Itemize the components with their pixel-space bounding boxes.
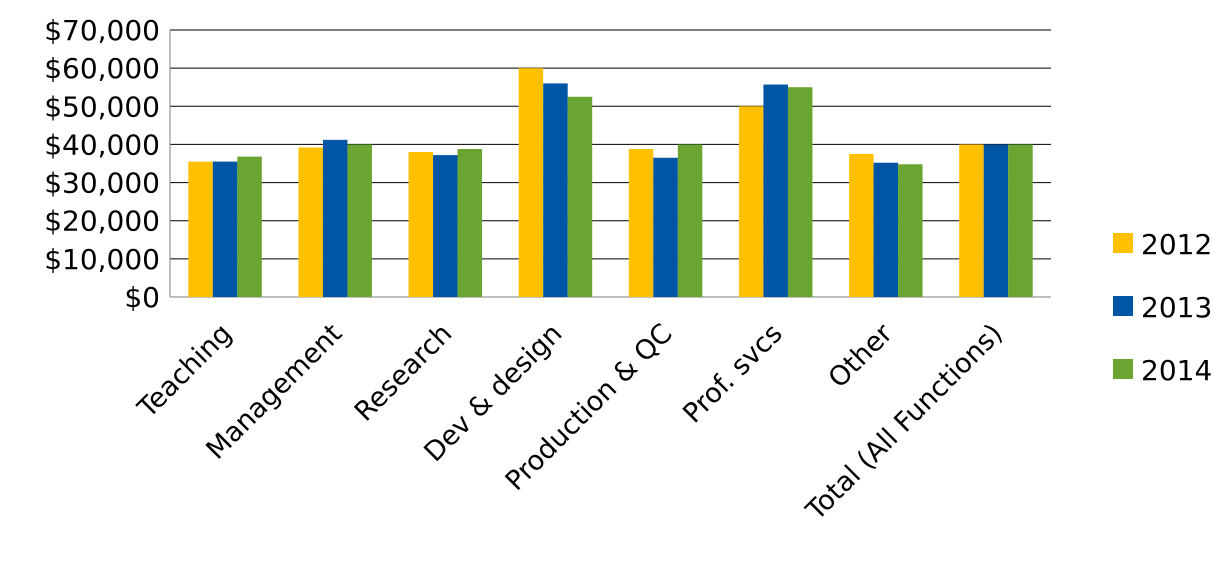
- bar: [322, 139, 348, 297]
- bar: [433, 155, 458, 297]
- bar: [787, 87, 813, 297]
- y-tick-label: $10,000: [44, 243, 160, 276]
- bar: [959, 144, 984, 297]
- legend-label: 2013: [1141, 291, 1212, 324]
- bar: [873, 162, 899, 297]
- bar: [763, 84, 788, 298]
- bar: [983, 144, 1009, 297]
- legend-swatch: [1113, 296, 1133, 316]
- y-tick-label: $0: [124, 281, 160, 314]
- bar: [347, 144, 372, 297]
- y-tick-label: $50,000: [44, 90, 160, 123]
- legend-label: 2014: [1141, 354, 1212, 387]
- y-tick-label: $40,000: [44, 128, 160, 161]
- y-tick-label: $30,000: [44, 167, 160, 200]
- x-tick-label: Teaching: [131, 318, 238, 425]
- legend-swatch: [1113, 233, 1133, 253]
- bar: [849, 153, 874, 297]
- bar: [653, 157, 678, 297]
- bar: [1008, 144, 1033, 297]
- bar: [738, 106, 764, 298]
- y-tick-label: $70,000: [44, 14, 160, 47]
- bar: [898, 164, 923, 297]
- x-tick-label: Total (All Functions): [800, 318, 1009, 527]
- bar: [298, 147, 323, 297]
- bar: [677, 144, 703, 297]
- bar: [237, 156, 262, 297]
- bar: [543, 83, 568, 298]
- y-tick-label: $60,000: [44, 52, 160, 85]
- bar: [212, 161, 238, 297]
- bar: [628, 149, 654, 297]
- y-tick-label: $20,000: [44, 205, 160, 238]
- bar: [188, 161, 213, 297]
- legend-swatch: [1113, 359, 1133, 379]
- bar: [567, 96, 593, 297]
- x-tick-label: Prof. svcs: [677, 318, 788, 429]
- bar: [408, 152, 434, 297]
- bar: [457, 149, 483, 297]
- x-tick-label: Research: [349, 318, 459, 428]
- bar: [518, 68, 544, 298]
- legend-label: 2012: [1141, 228, 1212, 261]
- x-tick-label: Other: [823, 317, 900, 394]
